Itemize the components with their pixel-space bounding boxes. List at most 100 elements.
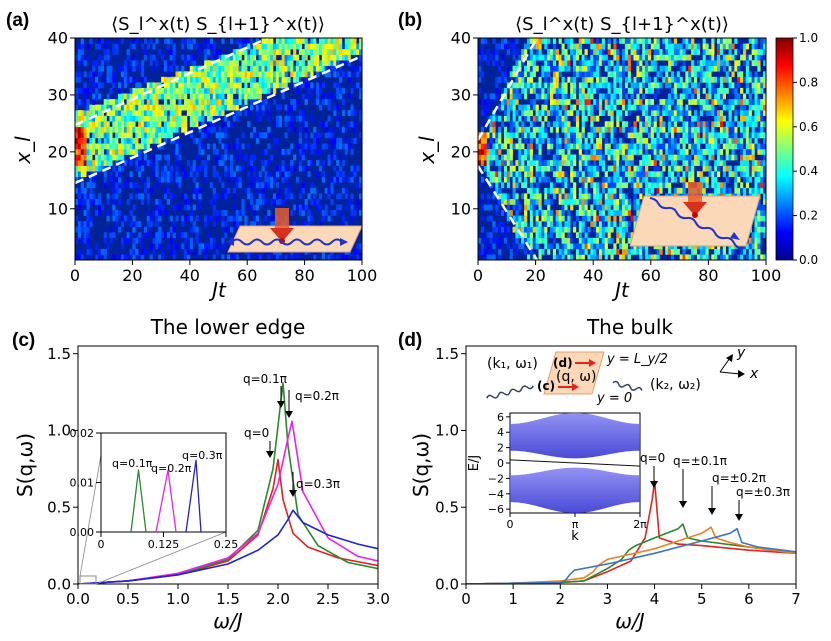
zoom-box	[79, 575, 97, 585]
wavepacket-lower-bound	[75, 54, 362, 185]
panel-label-a: (a)	[6, 10, 29, 31]
heatmap-a-ytick-label: 30	[48, 86, 68, 105]
schematic-b	[629, 182, 761, 250]
band-structure	[509, 412, 641, 514]
colorbar-tick-label: 0.8	[799, 75, 818, 89]
panel-label-b: (b)	[398, 10, 422, 31]
colorbar	[775, 37, 794, 261]
heatmap-a-title: ⟨S_l^x(t) S_{l+1}^x(t)⟩	[111, 14, 325, 35]
heatmap-b-xtick-label: 100	[751, 266, 782, 285]
chart-d-xtick-label: 0	[461, 590, 471, 608]
heatmap-b-xtick-label: 20	[525, 266, 545, 285]
heatmap-a-ticks: 0 20 40 60 80 100 10 20 30 40	[48, 29, 378, 285]
panel-label-d: (d)	[398, 330, 422, 351]
chart-c-xtick-label: 1.0	[166, 590, 190, 608]
chart-d-xtick-label: 6	[744, 590, 754, 608]
chart-c-series-3	[78, 509, 378, 584]
upper-band	[510, 412, 640, 459]
heatmap-a: ⟨S_l^x(t) S_{l+1}^x(t)⟩ Jt x_l 0 20 40 60 80…	[11, 14, 377, 302]
chart-c-inset: 0 0.125 0.25 0.00 0.01 0.02 q=0.1π q=0.2π q=0…	[70, 427, 239, 551]
inset-d-xtick-label: π	[572, 518, 579, 531]
annot-q0p3: q=0.3π	[296, 477, 340, 491]
chart-c-inset-ytick-label: 0.00	[70, 526, 95, 539]
chart-c-inset-series-0	[130, 469, 147, 533]
schem-ymid: y = L_y/2	[606, 352, 668, 367]
chart-c-inset-series-1	[155, 469, 177, 533]
inset-d-ytick-label: −4	[488, 488, 504, 501]
chart-d-xtick-label: 3	[603, 590, 613, 608]
inset-label-q0p3: q=0.3π	[182, 449, 223, 462]
heatmap-a-xtick-label: 100	[347, 266, 378, 285]
schematic-a	[226, 208, 363, 253]
chart-d-series	[466, 480, 796, 584]
chart-d: The bulk ω/J S(q,ω) 0 1 2 3 4 5 6 7 0.0 0.5 1.0 1.5…	[409, 315, 801, 633]
schem-qw: (q, ω)	[556, 369, 596, 385]
schem-x-axis: x	[749, 366, 759, 382]
chart-d-ticks: 0 1 2 3 4 5 6 7 0.0 0.5 1.0 1.5	[435, 345, 801, 608]
heatmap-a-xtick-label: 60	[237, 266, 257, 285]
chart-c-xtick-label: 2.0	[266, 590, 290, 608]
wavepacket-upper-bound	[75, 38, 269, 127]
inset-d-ytick-label: −6	[488, 503, 504, 516]
chart-d-xtick-label: 7	[791, 590, 801, 608]
chart-d-ytick-label: 0.0	[435, 575, 459, 593]
heatmap-b-ytick-label: 10	[451, 199, 471, 218]
annot-q0: q=0	[244, 426, 269, 440]
chart-c-ticks: 0.0 0.5 1.0 1.5 2.0 2.5 3.0 0.0 0.5 1.0 1.5	[47, 345, 390, 608]
chart-d-title: The bulk	[586, 315, 673, 339]
annot-d-q0p3: q=±0.3π	[736, 485, 790, 499]
chart-c-inset-ytick-label: 0.01	[70, 476, 95, 489]
chart-c-xtick-label: 2.5	[316, 590, 340, 608]
heatmap-b: ⟨S_l^x(t) S_{l+1}^x(t)⟩ Jt x_l 0 20 40 60 80…	[415, 14, 818, 302]
schem-y0: y = 0	[596, 391, 632, 406]
chart-c-series-2	[78, 420, 378, 584]
annot-q0p2: q=0.2π	[295, 389, 339, 403]
schem-k2: (k₂, ω₂)	[650, 377, 701, 393]
chart-c-xtick-label: 1.5	[216, 590, 240, 608]
inset-d-xlabel: k	[571, 529, 579, 544]
heatmap-b-ytick-label: 40	[451, 29, 471, 48]
lower-band	[510, 467, 640, 514]
chart-c-inset-xtick-label: 0	[98, 538, 105, 551]
chart-c-inset-xtick-label: 0.125	[148, 538, 180, 551]
chart-c-xtick-label: 0.5	[116, 590, 140, 608]
inset-d-xtick-label: 2π	[633, 518, 647, 531]
lightcone-lower	[476, 165, 539, 261]
chart-c: The lower edge ω/J S(q,ω) 0.0 0.5 1.0 1.5 2.…	[13, 315, 390, 633]
chart-c-ytick-label: 1.0	[47, 422, 71, 440]
colorbar-tick-label: 0.0	[799, 253, 818, 267]
colorbar-tick-label: 0.6	[799, 120, 818, 134]
chart-c-inset-ticks: 0 0.125 0.25 0.00 0.01 0.02	[70, 427, 239, 551]
heatmap-b-ytick-label: 30	[451, 86, 471, 105]
heatmap-b-ylabel: x_l	[415, 136, 439, 165]
panel-label-c: (c)	[12, 330, 35, 351]
heatmap-a-xlabel: Jt	[208, 278, 227, 302]
chart-c-ytick-label: 0.0	[47, 575, 71, 593]
chart-d-xtick-label: 5	[697, 590, 707, 608]
heatmap-b-ytick-label: 20	[451, 142, 471, 161]
chart-d-schematic: (k₁, ω₁) (d) (c) (q, ω) y = L_y/2 y = 0 …	[486, 345, 759, 406]
heatmap-a-cells	[75, 38, 362, 260]
inset-d-ytick-label: −2	[488, 472, 504, 485]
heatmap-a-xtick-label: 0	[70, 266, 80, 285]
inset-d-ylabel: E/J	[467, 455, 482, 471]
chart-d-ytick-label: 1.5	[435, 345, 459, 363]
heatmap-a-ytick-label: 20	[48, 142, 68, 161]
chart-d-inset-ticks: 0 π 2π 6 4 2 0 −2 −4 −6	[488, 411, 647, 531]
heatmap-b-title: ⟨S_l^x(t) S_{l+1}^x(t)⟩	[515, 14, 729, 35]
colorbar-tick-label: 1.0	[799, 31, 818, 45]
chart-d-xlabel: ω/J	[615, 609, 644, 633]
lightcone-upper	[476, 37, 539, 141]
chart-c-ylabel: S(q,ω)	[13, 433, 37, 497]
heatmap-a-ytick-label: 10	[48, 199, 68, 218]
chart-c-inset-series	[130, 459, 202, 533]
annot-d-q0p2: q=±0.2π	[712, 471, 766, 485]
chart-c-ytick-label: 1.5	[47, 345, 71, 363]
chart-c-annotations: q=0.1π q=0.2π q=0 q=0.3π	[243, 372, 340, 497]
heatmap-b-xlabel: Jt	[611, 278, 630, 302]
chart-d-ytick-label: 0.5	[435, 498, 459, 516]
inset-d-ytick-label: 2	[497, 442, 504, 455]
chart-c-xtick-label: 0.0	[66, 590, 90, 608]
heatmap-a-xtick-label: 80	[294, 266, 314, 285]
